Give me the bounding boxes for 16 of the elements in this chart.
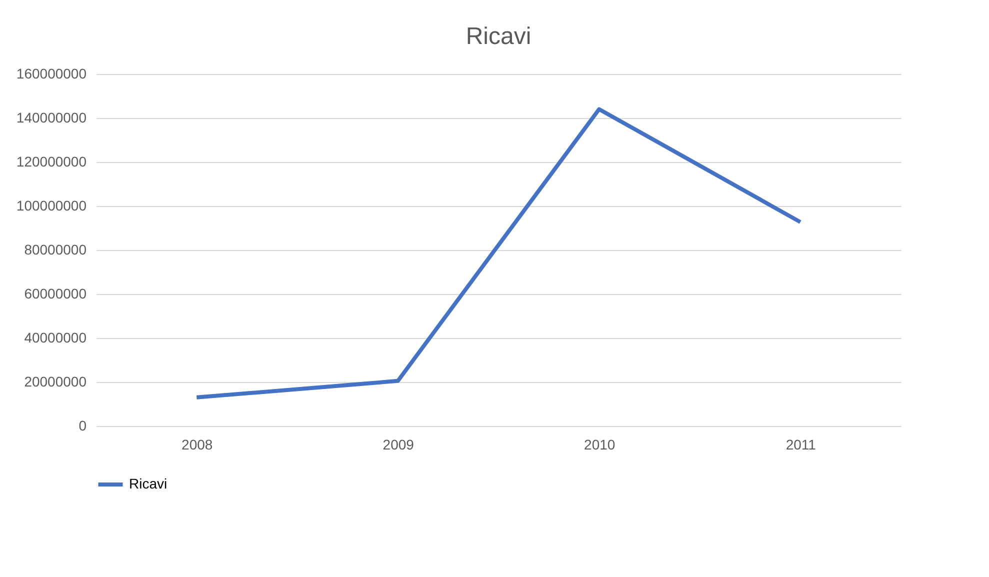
x-tick-label: 2008 (182, 436, 213, 452)
y-tick-label: 80000000 (24, 242, 87, 258)
y-tick-label: 60000000 (24, 286, 87, 302)
line-series (194, 107, 802, 400)
y-tick-label: 120000000 (16, 154, 87, 170)
y-tick-label: 100000000 (16, 198, 87, 214)
x-tick-label: 2009 (382, 436, 414, 452)
y-tick-label: 160000000 (16, 66, 87, 82)
y-tick-label: 0 (78, 418, 87, 434)
chart-title: Ricavi (466, 23, 532, 50)
y-tick-label: 20000000 (24, 374, 87, 390)
x-tick-label: 2011 (786, 436, 816, 452)
y-tick-label: 140000000 (16, 110, 87, 126)
y-tick-label: 40000000 (24, 330, 87, 346)
legend-label: Ricavi (129, 476, 168, 492)
x-tick-label: 2010 (584, 436, 616, 452)
